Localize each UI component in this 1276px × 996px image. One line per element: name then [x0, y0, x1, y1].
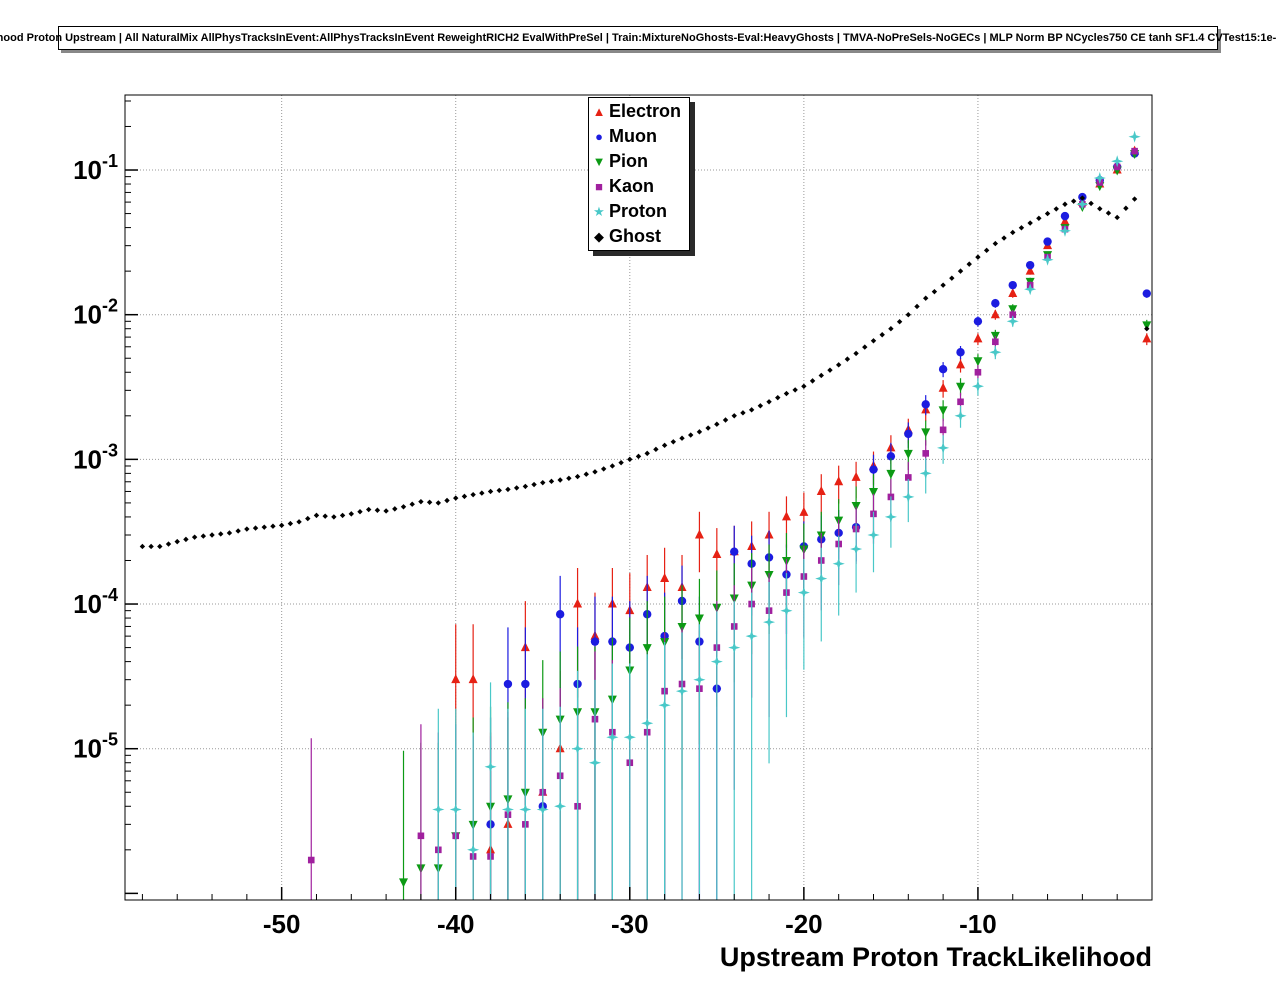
pion-marker-icon: ▼: [592, 154, 606, 169]
kaon-marker-icon: ■: [595, 179, 603, 194]
svg-text:-10: -10: [959, 909, 997, 939]
series-kaon: [307, 147, 1138, 900]
legend-label-proton: Proton: [609, 201, 667, 221]
legend-item-muon: ● Muon: [589, 124, 689, 149]
series-muon: [486, 149, 1151, 900]
svg-text:10-1: 10-1: [73, 151, 118, 185]
ghost-marker-icon: ◆: [594, 229, 604, 244]
series-electron: [451, 145, 1152, 900]
svg-text:-30: -30: [611, 909, 649, 939]
svg-text:10-4: 10-4: [73, 585, 118, 619]
svg-text:10-2: 10-2: [73, 296, 118, 330]
legend-item-proton: ★ Proton: [589, 199, 689, 224]
plot-title-box: TrackLikelihood Proton Upstream | All Na…: [0, 26, 1276, 50]
muon-marker-icon: ●: [595, 129, 603, 144]
legend-label-electron: Electron: [609, 101, 682, 121]
legend-item-ghost: ◆ Ghost: [589, 224, 689, 249]
electron-marker-icon: ▲: [592, 104, 606, 119]
legend-label-pion: Pion: [609, 151, 648, 171]
proton-marker-icon: ★: [593, 204, 605, 219]
legend-item-kaon: ■ Kaon: [589, 174, 689, 199]
legend-label-kaon: Kaon: [609, 176, 654, 196]
plot-title: TrackLikelihood Proton Upstream | All Na…: [0, 32, 1276, 44]
series-pion: [399, 150, 1152, 900]
legend-label-ghost: Ghost: [609, 226, 661, 246]
svg-text:-20: -20: [785, 909, 823, 939]
legend-label-muon: Muon: [609, 126, 657, 146]
svg-text:-40: -40: [437, 909, 475, 939]
svg-text:-50: -50: [263, 909, 301, 939]
x-axis-title: Upstream Proton TrackLikelihood: [720, 942, 1152, 972]
legend-item-electron: ▲ Electron: [589, 99, 689, 124]
legend: ▲ Electron ● Muon ▼ Pion ■ Kaon ★ Proton…: [588, 97, 690, 251]
series-proton: [432, 130, 1141, 900]
svg-text:10-5: 10-5: [73, 730, 118, 764]
series-ghost: [139, 195, 1150, 550]
svg-text:10-3: 10-3: [73, 440, 118, 474]
legend-item-pion: ▼ Pion: [589, 149, 689, 174]
